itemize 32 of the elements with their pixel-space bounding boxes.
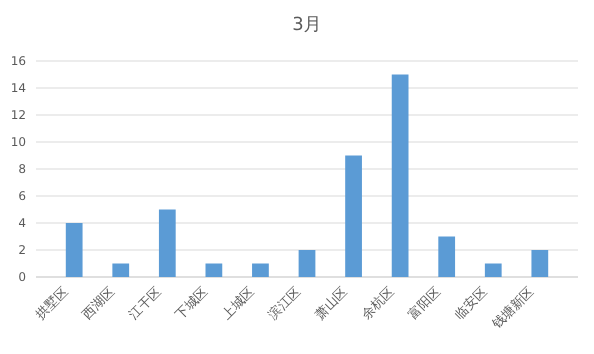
- x-tick-label: 上城区: [219, 284, 258, 323]
- x-tick-label: 钱塘新区: [488, 284, 537, 333]
- y-tick-label: 10: [10, 135, 26, 150]
- y-tick-label: 16: [10, 54, 26, 68]
- y-tick-label: 4: [18, 216, 26, 230]
- bar: [66, 223, 83, 277]
- bar: [345, 156, 362, 277]
- bar: [252, 264, 269, 277]
- y-tick-label: 14: [10, 81, 26, 96]
- x-tick-label: 余杭区: [359, 284, 398, 323]
- bar: [112, 264, 130, 277]
- y-tick-label: 8: [18, 162, 26, 176]
- x-tick-label: 富阳区: [404, 284, 444, 323]
- x-tick-label: 江干区: [126, 284, 164, 323]
- y-tick-label: 6: [18, 189, 26, 204]
- bar: [158, 210, 176, 277]
- y-tick-label: 12: [10, 108, 26, 122]
- y-tick-label: 2: [18, 243, 26, 258]
- x-tick-label: 下城区: [172, 284, 212, 323]
- x-tick-label: 拱墅区: [33, 284, 72, 323]
- bar: [298, 250, 316, 277]
- x-tick-label: 西湖区: [80, 284, 118, 323]
- y-tick-label: 0: [18, 270, 26, 284]
- bar: [484, 264, 502, 277]
- x-tick-label: 滨江区: [265, 284, 304, 323]
- x-tick-label: 临安区: [452, 284, 490, 323]
- bar: [205, 264, 222, 277]
- chart-title: 3月: [292, 14, 322, 35]
- bar: [392, 74, 409, 277]
- bar: [438, 236, 456, 277]
- bar: [531, 250, 548, 277]
- x-tick-label: 萧山区: [312, 284, 351, 323]
